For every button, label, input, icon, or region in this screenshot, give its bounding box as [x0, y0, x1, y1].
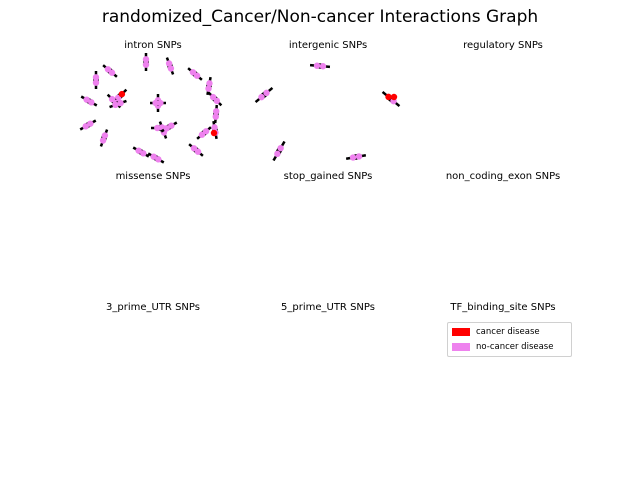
panel-title-intron: intron SNPs	[124, 40, 182, 51]
non-cancer-node	[213, 108, 220, 115]
non-cancer-node	[154, 124, 161, 132]
non-cancer-node	[193, 72, 201, 79]
non-cancer-node	[277, 144, 284, 152]
cancer-node	[385, 93, 392, 101]
panel-title-missense: missense SNPs	[115, 171, 191, 182]
non-cancer-node	[88, 99, 95, 106]
non-cancer-node	[92, 79, 100, 86]
non-cancer-node	[140, 150, 147, 157]
non-cancer-node	[82, 123, 89, 130]
non-cancer-node	[155, 156, 162, 163]
non-cancer-node	[142, 56, 150, 63]
non-cancer-node	[274, 150, 281, 158]
non-cancer-node	[87, 120, 94, 127]
non-cancer-node	[168, 122, 175, 129]
cancer-node	[118, 90, 126, 98]
legend-label-non-cancer: no-cancer disease	[476, 342, 554, 352]
non-cancer-node	[167, 65, 175, 72]
non-cancer-node	[355, 153, 363, 160]
non-cancer-node	[206, 80, 213, 87]
panel-title-3-prime-utr: 3_prime_UTR SNPs	[106, 302, 200, 313]
panel-title-regulatory: regulatory SNPs	[463, 40, 543, 51]
non-cancer-node	[112, 101, 119, 109]
figure-title: randomized_Cancer/Non-cancer Interaction…	[101, 7, 539, 27]
non-cancer-node	[263, 89, 270, 97]
legend: cancer disease no-cancer disease	[447, 322, 572, 357]
non-cancer-node	[202, 128, 210, 135]
legend-swatch-non-cancer	[452, 342, 470, 351]
cancer-node	[390, 93, 398, 101]
non-cancer-node	[157, 99, 164, 107]
legend-item-non-cancer: no-cancer disease	[452, 341, 553, 353]
non-cancer-node	[319, 63, 327, 70]
non-cancer-node	[117, 99, 124, 107]
non-cancer-node	[135, 147, 142, 154]
panel-title-intergenic: intergenic SNPs	[288, 40, 368, 51]
non-cancer-node	[152, 99, 159, 107]
non-cancer-node	[313, 62, 321, 69]
non-cancer-node	[101, 132, 109, 139]
non-cancer-node	[194, 148, 202, 155]
non-cancer-node	[212, 113, 219, 120]
legend-swatch-cancer	[452, 327, 470, 336]
non-cancer-node	[92, 74, 100, 81]
non-cancer-node	[163, 125, 170, 132]
panel-title-5-prime-utr: 5_prime_UTR SNPs	[281, 302, 375, 313]
non-cancer-node	[213, 97, 221, 105]
cancer-node	[210, 129, 218, 137]
non-cancer-node	[150, 153, 157, 160]
non-cancer-node	[142, 61, 150, 68]
panel-title-non-coding-exon: non_coding_exon SNPs	[445, 171, 561, 182]
non-cancer-node	[349, 154, 357, 161]
non-cancer-node	[165, 60, 173, 67]
panel-title-stop-gained: stop_gained SNPs	[283, 171, 373, 182]
non-cancer-node	[205, 85, 212, 92]
non-cancer-node	[108, 69, 116, 76]
legend-label-cancer: cancer disease	[476, 327, 540, 337]
legend-item-cancer: cancer disease	[452, 326, 540, 338]
non-cancer-node	[258, 93, 265, 101]
non-cancer-node	[211, 124, 218, 131]
non-cancer-node	[83, 96, 90, 103]
non-cancer-node	[99, 137, 107, 144]
panel-title-tf-binding-site: TF_binding_site SNPs	[450, 302, 556, 313]
